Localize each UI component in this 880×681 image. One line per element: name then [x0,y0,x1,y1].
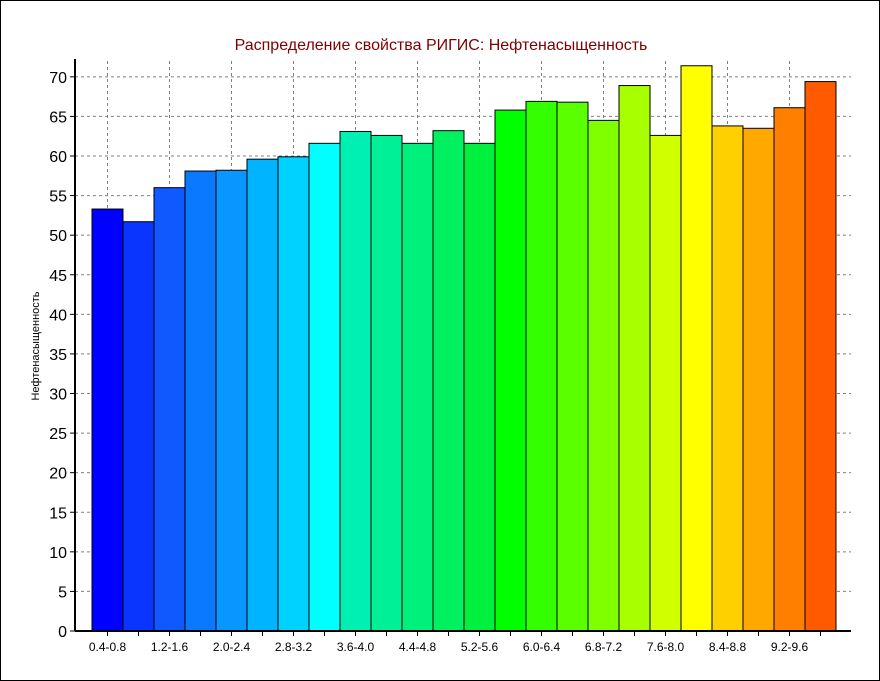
bar [680,65,713,632]
y-tick-label: 60 [49,149,67,166]
y-tick-label: 5 [58,584,67,601]
bar [215,169,248,632]
x-axis-ticks: 0.4-0.8 1.2-1.6 2.0-2.4 2.8-3.2 3.6-4.0 4.4-4… [89,640,809,654]
bar [773,107,806,632]
bar [432,130,465,632]
bar [401,142,434,632]
x-tick-label: 6.8-7.2 [585,640,623,654]
bars [91,65,837,632]
bar [463,142,496,632]
bar [587,119,620,632]
bar [91,208,124,632]
bar [153,187,186,632]
x-tick-label: 7.6-8.0 [647,640,685,654]
bar [525,100,558,632]
bar [711,125,744,632]
bar [804,81,837,632]
bar [184,170,217,632]
y-tick-label: 55 [49,189,67,206]
y-tick-label: 40 [49,307,67,324]
axes [70,59,851,636]
x-tick-label: 3.6-4.0 [337,640,375,654]
x-tick-label: 9.2-9.6 [771,640,809,654]
bar [556,101,589,632]
y-tick-label: 70 [49,70,67,87]
bar [494,109,527,632]
y-tick-label: 45 [49,268,67,285]
bar [618,85,651,632]
x-tick-label: 2.0-2.4 [213,640,251,654]
y-tick-label: 50 [49,228,67,245]
bar [308,142,341,632]
x-tick-label: 5.2-5.6 [461,640,499,654]
bar [742,127,775,632]
y-tick-label: 65 [49,109,67,126]
chart-title: Распределение свойства РИГИС: Нефтенасыщ… [235,37,648,54]
y-tick-label: 20 [49,466,67,483]
bar [339,130,372,632]
bar [649,134,682,632]
bar [370,134,403,632]
bar [122,221,155,632]
x-tick-label: 8.4-8.8 [709,640,747,654]
x-tick-label: 0.4-0.8 [89,640,127,654]
y-tick-label: 25 [49,426,67,443]
y-tick-label: 10 [49,545,67,562]
x-tick-label: 4.4-4.8 [399,640,437,654]
y-tick-label: 15 [49,505,67,522]
bar [246,158,279,632]
x-tick-label: 1.2-1.6 [151,640,189,654]
y-axis-label: Нефтенасыщенность [30,291,42,400]
x-tick-label: 2.8-3.2 [275,640,313,654]
y-tick-label: 0 [58,624,67,641]
y-axis-ticks: 0 5 10 15 20 25 30 35 40 45 50 55 60 65 70 [49,70,67,641]
x-tick-label: 6.0-6.4 [523,640,561,654]
bar [277,156,310,632]
y-tick-label: 35 [49,347,67,364]
y-tick-label: 30 [49,387,67,404]
